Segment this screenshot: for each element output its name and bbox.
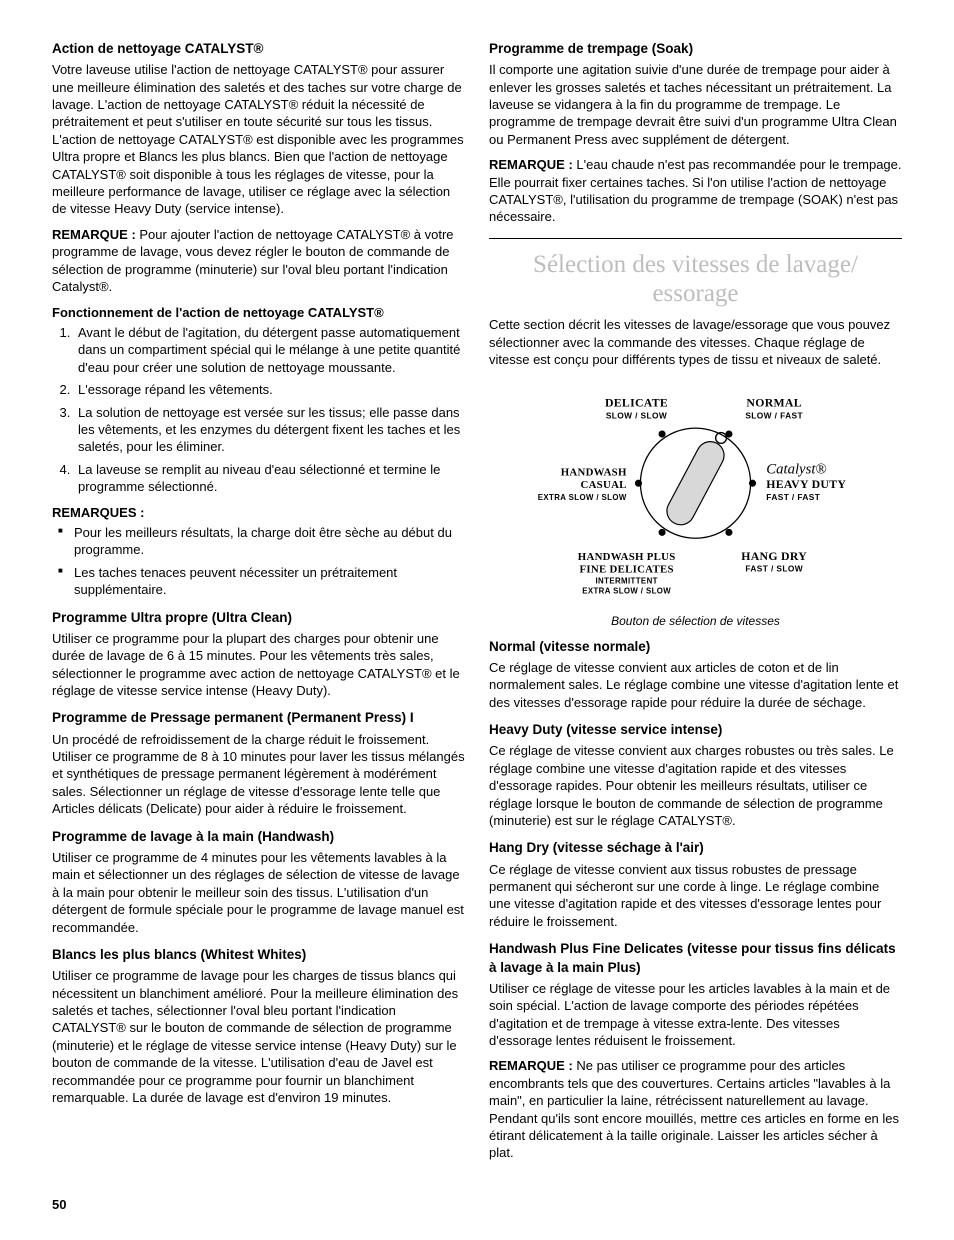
dial-label-handplus1: HANDWASH PLUS [578, 550, 676, 562]
dial-label-normal-sub: SLOW / FAST [745, 410, 803, 420]
heading-catalyst: Action de nettoyage CATALYST® [52, 40, 465, 58]
remarque-text: Ne pas utiliser ce programme pour des ar… [489, 1058, 899, 1160]
remarque-handplus: REMARQUE : Ne pas utiliser ce programme … [489, 1057, 902, 1161]
dial-mark [725, 528, 732, 535]
para-soak: Il comporte une agitation suivie d'une d… [489, 61, 902, 148]
dial-label-normal: NORMAL [746, 395, 801, 409]
dial-label-handcasual2: CASUAL [580, 479, 626, 491]
remarque-label: REMARQUE : [489, 1058, 576, 1073]
dial-label-handplus-sub2: EXTRA SLOW / SLOW [582, 586, 671, 595]
dial-diagram: DELICATE SLOW / SLOW NORMAL SLOW / FAST … [489, 377, 902, 628]
remarque-catalyst: REMARQUE : Pour ajouter l'action de nett… [52, 226, 465, 296]
ol-item: L'essorage répand les vêtements. [74, 381, 465, 398]
heading-heavy-duty: Heavy Duty (vitesse service intense) [489, 721, 902, 739]
dial-knob [640, 428, 750, 538]
para-heavy-duty: Ce réglage de vitesse convient aux charg… [489, 742, 902, 829]
heading-remarques: REMARQUES : [52, 504, 465, 521]
remarque-label: REMARQUE : [52, 227, 139, 242]
left-column: Action de nettoyage CATALYST® Votre lave… [52, 40, 465, 1170]
para-normal-speed: Ce réglage de vitesse convient aux artic… [489, 659, 902, 711]
ordered-list-fonctionnement: Avant le début de l'agitation, du déterg… [52, 324, 465, 496]
dial-mark [635, 479, 642, 486]
remarque-soak: REMARQUE : L'eau chaude n'est pas recomm… [489, 156, 902, 226]
para-catalyst: Votre laveuse utilise l'action de nettoy… [52, 61, 465, 218]
para-press: Un procédé de refroidissement de la char… [52, 731, 465, 818]
dial-mark [659, 528, 666, 535]
heading-soak: Programme de trempage (Soak) [489, 40, 902, 58]
remarque-label: REMARQUE : [489, 157, 576, 172]
para-handplus: Utiliser ce réglage de vitesse pour les … [489, 980, 902, 1050]
section-title-speeds: Sélection des vitesses de lavage/ essora… [489, 251, 902, 309]
section-rule [489, 238, 902, 239]
two-column-layout: Action de nettoyage CATALYST® Votre lave… [52, 40, 902, 1170]
dial-mark [749, 479, 756, 486]
heading-ultra: Programme Ultra propre (Ultra Clean) [52, 609, 465, 627]
page-number: 50 [52, 1197, 66, 1212]
dial-label-heavyduty: HEAVY DUTY [766, 477, 846, 491]
heading-handwash: Programme de lavage à la main (Handwash) [52, 828, 465, 846]
dial-label-hangdry-sub: FAST / SLOW [745, 563, 803, 573]
bullet-list-remarques: Pour les meilleurs résultats, la charge … [52, 524, 465, 599]
ol-item: La solution de nettoyage est versée sur … [74, 404, 465, 456]
heading-normal-speed: Normal (vitesse normale) [489, 638, 902, 656]
para-whites: Utiliser ce programme de lavage pour les… [52, 967, 465, 1106]
heading-hangdry: Hang Dry (vitesse séchage à l'air) [489, 839, 902, 857]
right-column: Programme de trempage (Soak) Il comporte… [489, 40, 902, 1170]
dial-label-heavyduty-sub: FAST / FAST [766, 492, 820, 502]
dial-label-catalyst-brand: Catalyst® [766, 461, 826, 477]
dial-caption: Bouton de sélection de vitesses [489, 614, 902, 628]
ol-item: La laveuse se remplit au niveau d'eau sé… [74, 461, 465, 496]
dial-mark [659, 430, 666, 437]
dial-svg: DELICATE SLOW / SLOW NORMAL SLOW / FAST … [489, 377, 902, 603]
ul-item: Les taches tenaces peuvent nécessiter un… [58, 564, 465, 599]
dial-label-hangdry: HANG DRY [741, 548, 807, 562]
para-speeds-intro: Cette section décrit les vitesses de lav… [489, 316, 902, 368]
dial-mark [725, 430, 732, 437]
heading-whites: Blancs les plus blancs (Whitest Whites) [52, 946, 465, 964]
dial-label-handcasual-sub: EXTRA SLOW / SLOW [538, 493, 627, 502]
heading-press: Programme de Pressage permanent (Permane… [52, 709, 465, 727]
para-hangdry: Ce réglage de vitesse convient aux tissu… [489, 861, 902, 931]
para-ultra: Utiliser ce programme pour la plupart de… [52, 630, 465, 700]
heading-fonctionnement: Fonctionnement de l'action de nettoyage … [52, 304, 465, 321]
dial-label-delicate: DELICATE [605, 395, 668, 409]
dial-label-handplus2: FINE DELICATES [580, 563, 674, 575]
para-handwash: Utiliser ce programme de 4 minutes pour … [52, 849, 465, 936]
ol-item: Avant le début de l'agitation, du déterg… [74, 324, 465, 376]
ul-item: Pour les meilleurs résultats, la charge … [58, 524, 465, 559]
dial-label-handplus-sub1: INTERMITTENT [595, 576, 657, 585]
dial-label-handcasual1: HANDWASH [561, 466, 627, 478]
heading-handplus: Handwash Plus Fine Delicates (vitesse po… [489, 940, 902, 976]
dial-label-delicate-sub: SLOW / SLOW [606, 410, 667, 420]
